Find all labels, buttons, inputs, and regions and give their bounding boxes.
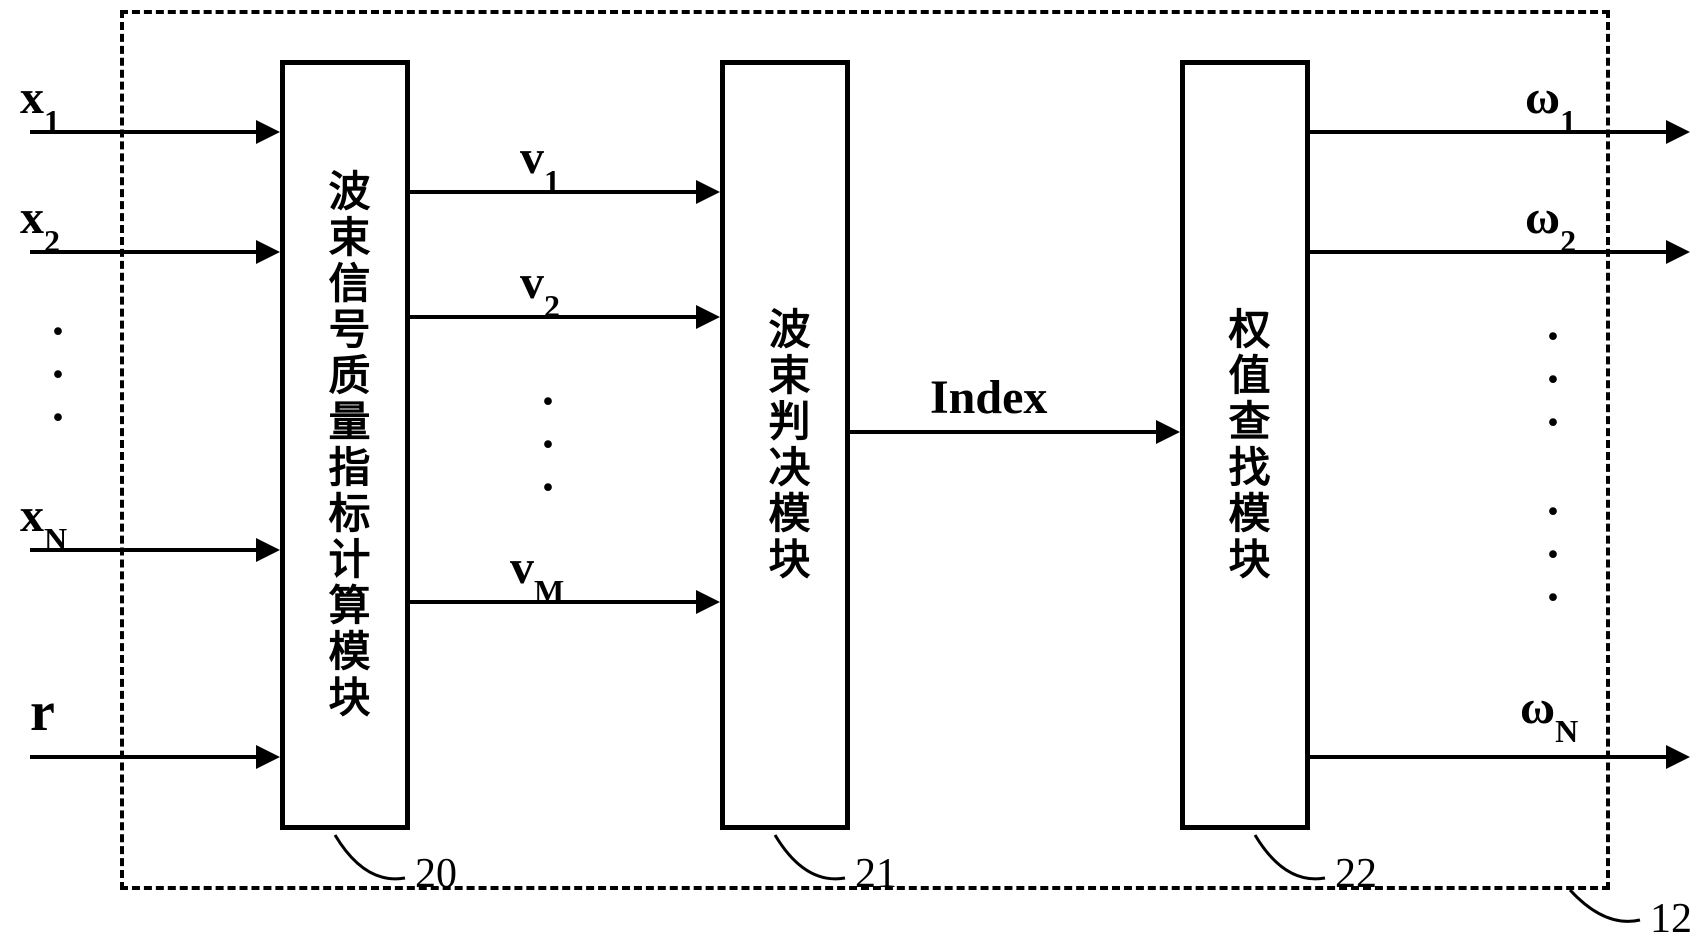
block-quality: 波束信号质量指标计算模块 (280, 60, 410, 830)
arrow-wn (1310, 755, 1666, 759)
ref-decision: 21 (855, 850, 897, 898)
arrowhead-x1 (256, 120, 280, 144)
label-xn: xN (20, 488, 67, 550)
arrowhead-v2 (696, 305, 720, 329)
dots-mid1: ··· (540, 380, 556, 510)
block-decision-label: 波束判决模块 (764, 307, 806, 583)
arrow-v2 (410, 315, 696, 319)
arrow-w2 (1310, 250, 1666, 254)
label-v2: v2 (520, 255, 560, 317)
label-x2: x2 (20, 190, 60, 252)
arrow-vm (410, 600, 696, 604)
leader-container (1565, 880, 1645, 930)
leader-lookup (1250, 830, 1330, 890)
arrowhead-w1 (1666, 120, 1690, 144)
ref-quality: 20 (415, 850, 457, 898)
dots-output2: ··· (1545, 490, 1561, 620)
arrowhead-r (256, 745, 280, 769)
arrowhead-index (1156, 420, 1180, 444)
arrowhead-wn (1666, 745, 1690, 769)
arrow-index (850, 430, 1156, 434)
arrow-xn (30, 548, 256, 552)
arrow-x1 (30, 130, 256, 134)
dots-output1: ··· (1545, 315, 1561, 445)
dots-input: ··· (50, 310, 66, 440)
leader-decision (770, 830, 850, 890)
ref-container: 12 (1650, 895, 1692, 943)
label-w2: ω2 (1525, 190, 1576, 252)
arrow-x2 (30, 250, 256, 254)
arrowhead-xn (256, 538, 280, 562)
label-wn: ωN (1520, 680, 1578, 742)
leader-quality (330, 830, 410, 890)
block-lookup-label: 权值查找模块 (1224, 307, 1266, 583)
label-x1: x1 (20, 70, 60, 132)
arrowhead-w2 (1666, 240, 1690, 264)
label-r: r (30, 680, 55, 744)
arrowhead-v1 (696, 180, 720, 204)
block-lookup: 权值查找模块 (1180, 60, 1310, 830)
arrow-w1 (1310, 130, 1666, 134)
label-v1: v1 (520, 130, 560, 192)
block-quality-label: 波束信号质量指标计算模块 (324, 169, 366, 721)
ref-lookup: 22 (1335, 850, 1377, 898)
label-index: Index (930, 370, 1047, 425)
arrowhead-x2 (256, 240, 280, 264)
arrow-r (30, 755, 256, 759)
block-decision: 波束判决模块 (720, 60, 850, 830)
label-vm: vM (510, 540, 564, 602)
arrowhead-vm (696, 590, 720, 614)
arrow-v1 (410, 190, 696, 194)
label-w1: ω1 (1525, 70, 1576, 132)
